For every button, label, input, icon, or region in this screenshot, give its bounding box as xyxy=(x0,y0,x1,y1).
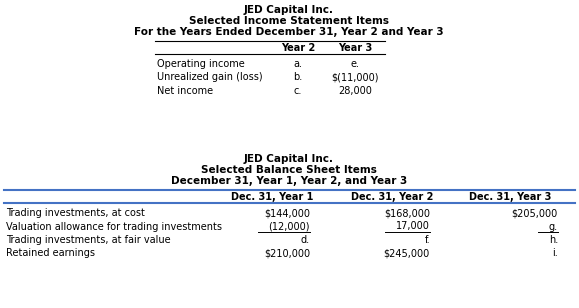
Text: Retained earnings: Retained earnings xyxy=(6,249,95,258)
Text: Trading investments, at cost: Trading investments, at cost xyxy=(6,208,145,218)
Text: Valuation allowance for trading investments: Valuation allowance for trading investme… xyxy=(6,221,222,232)
Text: $205,000: $205,000 xyxy=(512,208,558,218)
Text: $144,000: $144,000 xyxy=(264,208,310,218)
Text: 28,000: 28,000 xyxy=(338,86,372,96)
Text: $245,000: $245,000 xyxy=(384,249,430,258)
Text: b.: b. xyxy=(294,72,303,83)
Text: Dec. 31, Year 2: Dec. 31, Year 2 xyxy=(351,192,433,202)
Text: Selected Income Statement Items: Selected Income Statement Items xyxy=(189,16,389,26)
Text: Net income: Net income xyxy=(157,86,213,96)
Text: Year 2: Year 2 xyxy=(281,43,315,53)
Text: December 31, Year 1, Year 2, and Year 3: December 31, Year 1, Year 2, and Year 3 xyxy=(171,176,407,186)
Text: Trading investments, at fair value: Trading investments, at fair value xyxy=(6,235,171,245)
Text: h.: h. xyxy=(549,235,558,245)
Text: 17,000: 17,000 xyxy=(396,221,430,232)
Text: JED Capital Inc.: JED Capital Inc. xyxy=(244,154,334,164)
Text: $168,000: $168,000 xyxy=(384,208,430,218)
Text: Selected Balance Sheet Items: Selected Balance Sheet Items xyxy=(201,165,377,175)
Text: g.: g. xyxy=(549,221,558,232)
Text: c.: c. xyxy=(294,86,302,96)
Text: $210,000: $210,000 xyxy=(264,249,310,258)
Text: Operating income: Operating income xyxy=(157,59,245,69)
Text: JED Capital Inc.: JED Capital Inc. xyxy=(244,5,334,15)
Text: (12,000): (12,000) xyxy=(269,221,310,232)
Text: For the Years Ended December 31, Year 2 and Year 3: For the Years Ended December 31, Year 2 … xyxy=(134,27,444,37)
Text: a.: a. xyxy=(294,59,302,69)
Text: Dec. 31, Year 1: Dec. 31, Year 1 xyxy=(231,192,313,202)
Text: Unrealized gain (loss): Unrealized gain (loss) xyxy=(157,72,263,83)
Text: d.: d. xyxy=(301,235,310,245)
Text: e.: e. xyxy=(350,59,360,69)
Text: f.: f. xyxy=(424,235,430,245)
Text: Dec. 31, Year 3: Dec. 31, Year 3 xyxy=(469,192,551,202)
Text: $(11,000): $(11,000) xyxy=(331,72,379,83)
Text: i.: i. xyxy=(552,249,558,258)
Text: Year 3: Year 3 xyxy=(338,43,372,53)
